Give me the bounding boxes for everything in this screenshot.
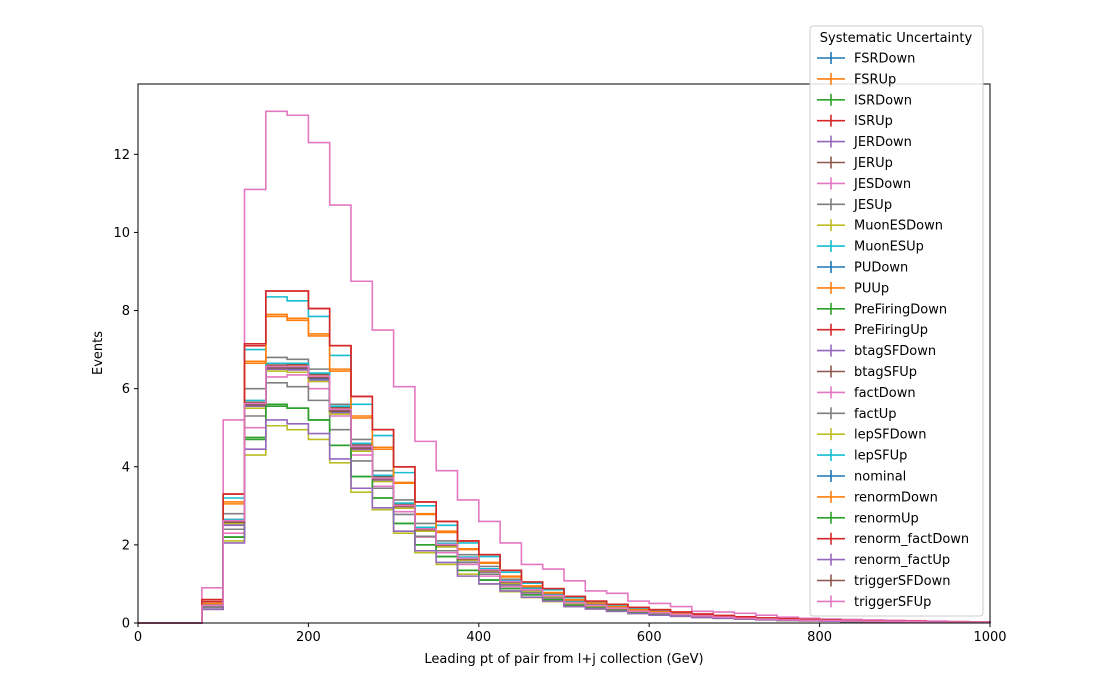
legend-label: renormDown [854, 490, 938, 505]
series-factDown [138, 110, 991, 624]
legend-box [809, 25, 984, 617]
legend-label: triggerSFUp [854, 595, 931, 610]
x-axis: 0 200 400 600 800 1000 [134, 623, 1007, 645]
y-tick-label: 12 [113, 148, 130, 163]
legend-label: JERUp [853, 156, 893, 171]
y-tick-label: 0 [122, 617, 130, 632]
x-axis-title: Leading pt of pair from l+j collection (… [424, 652, 703, 667]
y-tick-label: 6 [122, 382, 130, 397]
legend-label: lepSFDown [854, 428, 926, 443]
legend-item-PUDown: PUDown [817, 261, 908, 276]
legend-label: PUDown [854, 261, 908, 276]
series-line-triggerSFUp [138, 365, 991, 624]
legend-label: btagSFUp [854, 365, 917, 380]
legend-label: JESUp [853, 198, 892, 213]
y-tick-label: 8 [122, 304, 130, 319]
legend-item-renorm_factUp: renorm_factUp [817, 553, 950, 568]
x-tick-label: 1000 [973, 630, 1006, 645]
y-tick-label: 2 [122, 538, 130, 553]
legend-item-FSRDown: FSRDown [817, 52, 915, 67]
legend-label: nominal [854, 470, 906, 485]
legend-item-triggerSFUp: triggerSFUp [817, 595, 931, 610]
legend-label: FSRUp [854, 72, 896, 87]
legend-item-lepSFDown: lepSFDown [817, 428, 926, 443]
series-line-factDown [138, 110, 991, 624]
legend-item-JERDown: JERDown [817, 135, 912, 150]
legend-label: JERDown [853, 135, 912, 150]
x-tick-label: 200 [296, 630, 321, 645]
legend-item-ISRUp: ISRUp [817, 114, 893, 129]
legend-label: triggerSFDown [854, 574, 950, 589]
legend-item-renorm_factDown: renorm_factDown [817, 532, 969, 547]
legend-label: lepSFUp [854, 449, 907, 464]
legend-item-renormDown: renormDown [817, 490, 938, 505]
legend-item-FSRUp: FSRUp [817, 72, 896, 87]
legend: Systematic Uncertainty FSRDown FSRUp ISRDo… [809, 25, 984, 617]
y-tick-label: 4 [122, 460, 130, 475]
legend-item-MuonESUp: MuonESUp [817, 240, 924, 255]
legend-label: PreFiringUp [854, 323, 928, 338]
x-tick-label: 0 [134, 630, 142, 645]
legend-item-PreFiringDown: PreFiringDown [817, 302, 947, 317]
legend-item-PUUp: PUUp [817, 281, 889, 296]
legend-title: Systematic Uncertainty [820, 31, 973, 46]
legend-label: ISRDown [854, 93, 912, 108]
legend-items: FSRDown FSRUp ISRDown ISRUp JERDown JERUp JESD… [817, 52, 969, 610]
legend-label: FSRDown [854, 52, 915, 67]
legend-item-renormUp: renormUp [817, 511, 919, 526]
legend-label: MuonESUp [854, 240, 924, 255]
legend-label: PreFiringDown [854, 302, 947, 317]
legend-label: PUUp [854, 281, 889, 296]
legend-item-btagSFUp: btagSFUp [817, 365, 917, 380]
legend-item-triggerSFDown: triggerSFDown [817, 574, 950, 589]
legend-label: renorm_factUp [854, 553, 950, 568]
y-axis-title: Events [91, 331, 106, 375]
legend-item-JESDown: JESDown [817, 177, 911, 192]
series-triggerSFUp [138, 365, 991, 624]
legend-label: renorm_factDown [854, 532, 969, 547]
y-axis: 0 2 4 6 8 10 12 [113, 148, 138, 632]
x-tick-label: 400 [466, 630, 491, 645]
legend-label: btagSFDown [854, 344, 936, 359]
legend-label: factDown [854, 386, 916, 401]
series-layer [138, 110, 991, 624]
legend-item-nominal: nominal [817, 470, 906, 485]
legend-item-ISRDown: ISRDown [817, 93, 912, 108]
legend-item-factDown: factDown [817, 386, 916, 401]
x-tick-label: 600 [637, 630, 662, 645]
legend-item-lepSFUp: lepSFUp [817, 449, 907, 464]
legend-label: factUp [854, 407, 897, 422]
x-tick-label: 800 [807, 630, 832, 645]
legend-item-PreFiringUp: PreFiringUp [817, 323, 928, 338]
plot-frame [137, 83, 991, 624]
legend-item-JERUp: JERUp [817, 156, 893, 171]
legend-item-JESUp: JESUp [817, 198, 892, 213]
legend-item-btagSFDown: btagSFDown [817, 344, 936, 359]
legend-item-factUp: factUp [817, 407, 897, 422]
legend-label: renormUp [854, 511, 919, 526]
legend-item-MuonESDown: MuonESDown [817, 219, 943, 234]
legend-label: ISRUp [854, 114, 893, 129]
legend-label: JESDown [853, 177, 911, 192]
y-tick-label: 10 [113, 226, 130, 241]
legend-label: MuonESDown [854, 219, 943, 234]
